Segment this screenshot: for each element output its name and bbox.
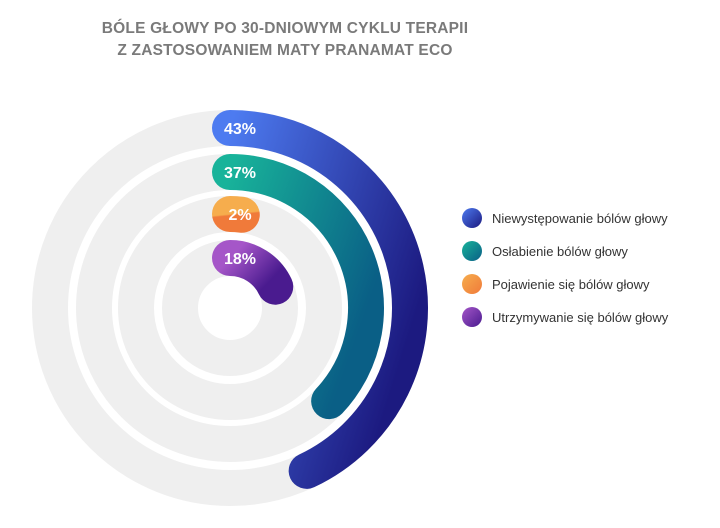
legend-item-utrzymywanie-si-b-l-w-g-owy: Utrzymywanie się bólów głowy [462, 305, 718, 329]
bar-pojawienie-si-b-l-w-g-owy [212, 195, 260, 233]
legend-label: Utrzymywanie się bólów głowy [492, 309, 669, 325]
legend-swatch [462, 307, 482, 327]
chart-labels: 43% 37% 2% 18% [224, 121, 256, 268]
chart-legend: Niewystępowanie bólów głowy Osłabienie bó… [462, 206, 718, 338]
value-label-os-abienie-b-l-w-g-owy: 37% [224, 165, 256, 182]
bar-os-abienie-b-l-w-g-owy [212, 154, 384, 420]
legend-label: Osłabienie bólów głowy [492, 243, 628, 259]
legend-swatch [462, 208, 482, 228]
bar-utrzymywanie-si-b-l-w-g-owy [212, 240, 294, 305]
value-label-niewyst-powanie-b-l-w-g-owy: 43% [224, 121, 256, 138]
chart-bars [212, 110, 428, 489]
legend-item-pojawienie-si-b-l-w-g-owy: Pojawienie się bólów głowy [462, 272, 718, 296]
value-label-utrzymywanie-si-b-l-w-g-owy: 18% [224, 251, 256, 268]
radial-bar-chart: 43% 37% 2% 18% [32, 110, 428, 506]
chart-title-line-1: BÓLE GŁOWY PO 30-DNIOWYM CYKLU TERAPII [101, 20, 469, 37]
legend-swatch [462, 274, 482, 294]
legend-item-niewyst-powanie-b-l-w-g-owy: Niewystępowanie bólów głowy [462, 206, 718, 230]
chart-title-line-2: Z ZASTOSOWANIEM MATY PRANAMAT ECO [117, 42, 453, 59]
chart-title: BÓLE GŁOWY PO 30-DNIOWYM CYKLU TERAPII Z… [0, 18, 570, 62]
legend-label: Pojawienie się bólów głowy [492, 276, 650, 292]
legend-swatch [462, 241, 482, 261]
legend-label: Niewystępowanie bólów głowy [492, 210, 668, 226]
legend-item-os-abienie-b-l-w-g-owy: Osłabienie bólów głowy [462, 239, 718, 263]
bar-niewyst-powanie-b-l-w-g-owy [212, 110, 428, 489]
value-label-pojawienie-si-b-l-w-g-owy: 2% [228, 207, 251, 224]
